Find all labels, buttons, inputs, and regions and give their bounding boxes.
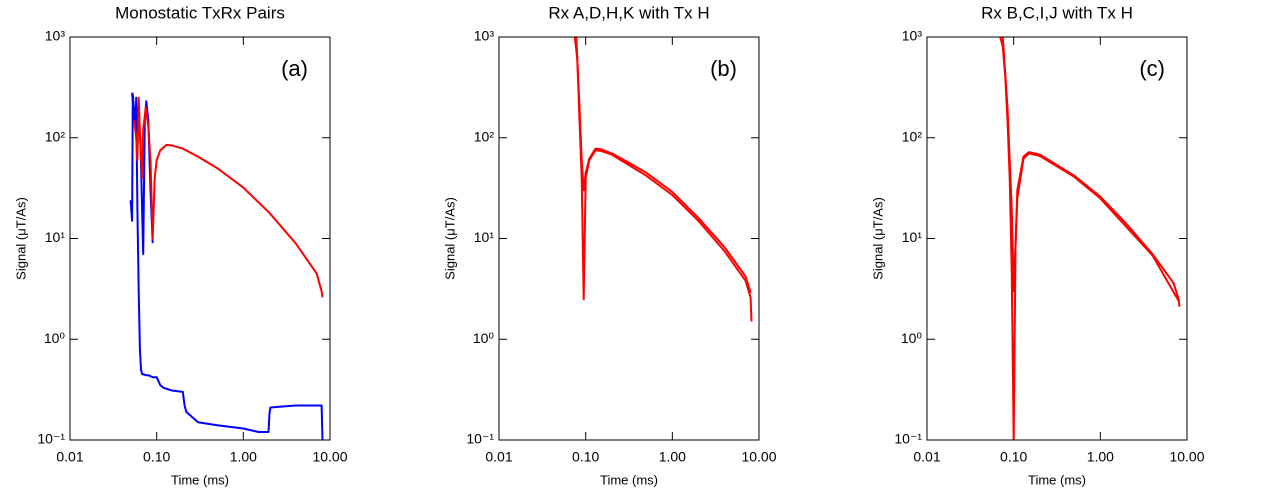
y-tick-label: 10³ — [902, 28, 923, 44]
y-tick-label: 10⁰ — [473, 330, 495, 346]
plot-area — [999, 37, 1181, 440]
x-tick-label: 0.01 — [913, 449, 940, 465]
x-axis-label: Time (ms) — [600, 472, 658, 487]
panel-annotation: (a) — [281, 56, 308, 81]
plot-frame — [69, 36, 331, 441]
chart-title: Monostatic TxRx Pairs — [115, 3, 285, 22]
y-tick-label: 10⁰ — [901, 330, 923, 346]
plot-area — [573, 37, 753, 322]
y-tick-label: 10⁰ — [44, 330, 66, 346]
y-tick-label: 10² — [474, 128, 495, 144]
x-tick-label: 1.00 — [659, 449, 686, 465]
y-tick-label: 10⁻¹ — [894, 431, 922, 447]
x-tick-label: 0.10 — [572, 449, 599, 465]
x-axis-label: Time (ms) — [171, 472, 229, 487]
data-line — [129, 93, 324, 440]
x-tick-label: 1.00 — [1087, 449, 1114, 465]
data-line — [575, 37, 752, 293]
y-tick-label: 10³ — [45, 28, 66, 44]
y-tick-label: 10³ — [474, 28, 495, 44]
chart-title: Rx B,C,I,J with Tx H — [981, 3, 1133, 22]
x-tick-label: 0.10 — [143, 449, 170, 465]
y-axis-label: Signal (μT/As) — [442, 197, 457, 280]
x-tick-label: 0.10 — [1000, 449, 1027, 465]
y-tick-label: 10¹ — [902, 229, 923, 245]
x-tick-label: 0.01 — [485, 449, 512, 465]
x-axis-label: Time (ms) — [1028, 472, 1086, 487]
chart-title: Rx A,D,H,K with Tx H — [548, 3, 709, 22]
plot-frame — [926, 36, 1188, 441]
x-tick-label: 0.01 — [56, 449, 83, 465]
y-tick-label: 10¹ — [474, 229, 495, 245]
y-tick-label: 10⁻¹ — [37, 431, 65, 447]
x-tick-label: 10.00 — [312, 449, 347, 465]
x-tick-label: 1.00 — [230, 449, 257, 465]
data-line — [999, 37, 1181, 440]
data-line — [1001, 37, 1180, 302]
y-axis-label: Signal (μT/As) — [13, 197, 28, 280]
panel-annotation: (b) — [710, 56, 737, 81]
y-tick-label: 10⁻¹ — [466, 431, 494, 447]
panel-annotation: (c) — [1139, 56, 1165, 81]
plot-frame — [498, 36, 760, 441]
data-line — [133, 96, 324, 298]
y-axis-label: Signal (μT/As) — [870, 197, 885, 280]
x-tick-label: 10.00 — [741, 449, 776, 465]
x-tick-label: 10.00 — [1169, 449, 1204, 465]
y-tick-label: 10¹ — [45, 229, 66, 245]
plot-area — [129, 92, 324, 440]
y-tick-label: 10² — [902, 128, 923, 144]
y-tick-label: 10² — [45, 128, 66, 144]
